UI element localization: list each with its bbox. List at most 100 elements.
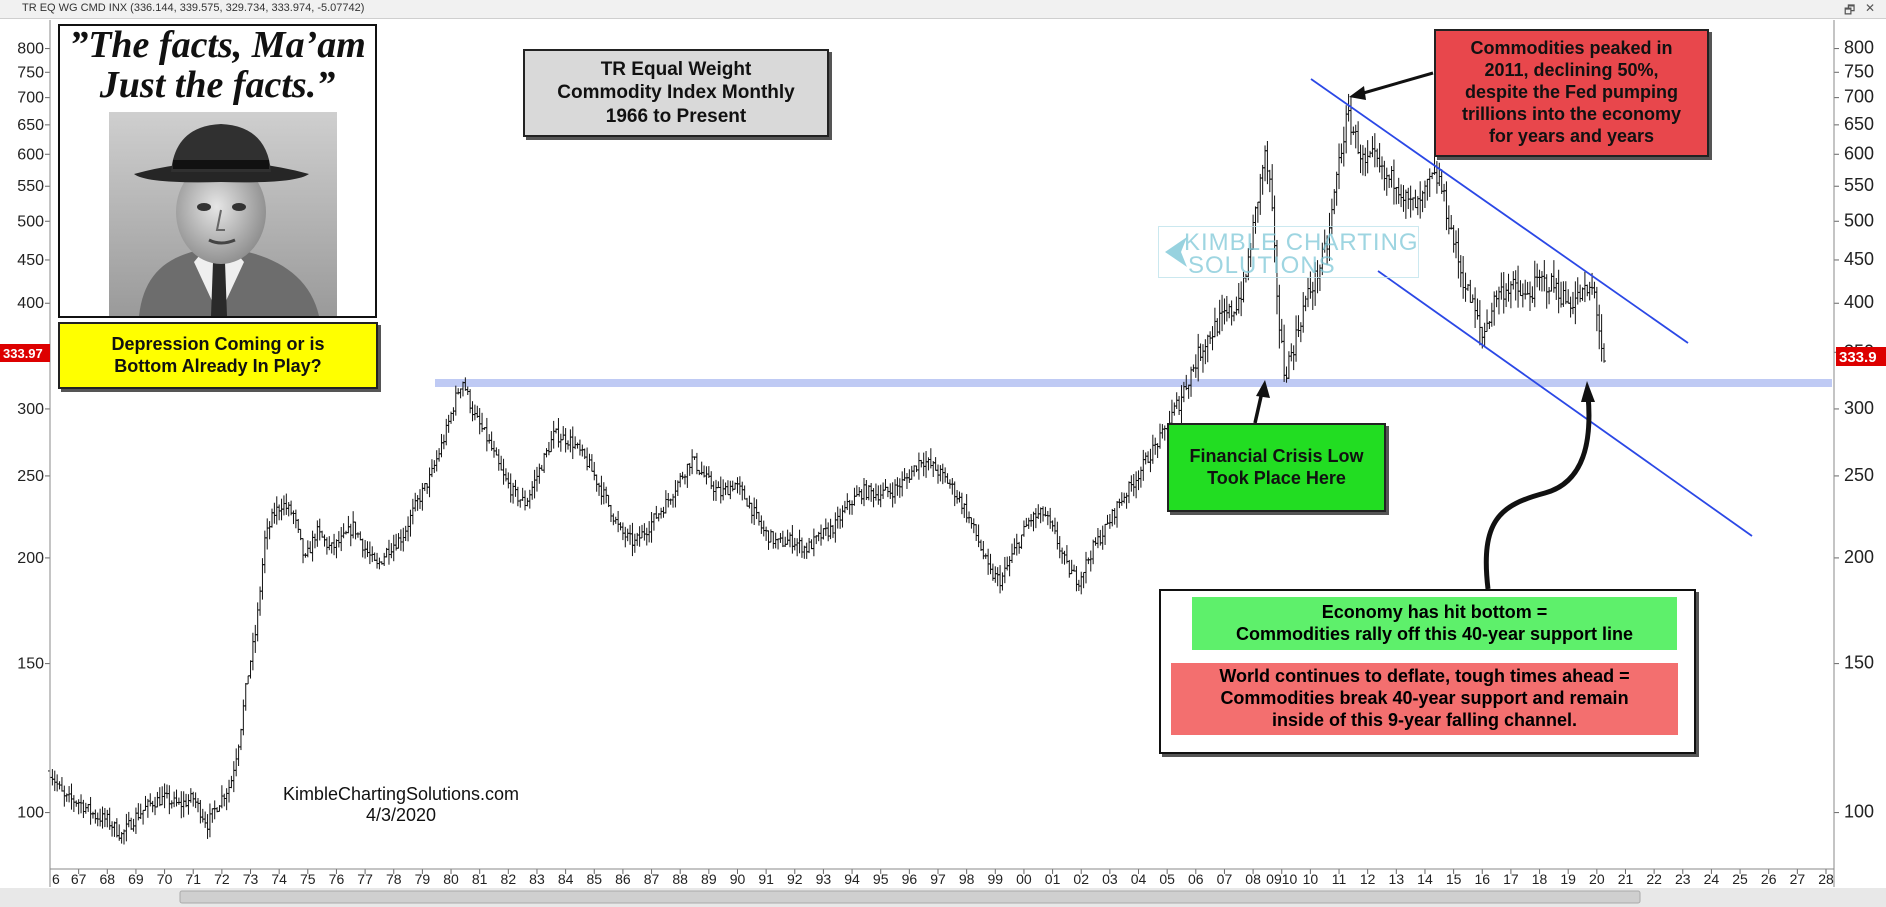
x-tick-label: 81	[472, 871, 488, 887]
x-tick-label: 23	[1675, 871, 1691, 887]
x-tick-label: 96	[902, 871, 918, 887]
y-tick-label-left: 450	[17, 252, 44, 269]
x-tick-label: 68	[100, 871, 116, 887]
close-icon[interactable]: ✕	[1865, 1, 1876, 15]
channel-upper-line	[1310, 78, 1689, 344]
x-tick-label: 67	[71, 871, 87, 887]
window-title: TR EQ WG CMD INX (336.144, 339.575, 329.…	[22, 2, 365, 14]
x-tick-label: 74	[271, 871, 287, 887]
x-tick-label: 82	[501, 871, 517, 887]
x-tick-label: 87	[644, 871, 660, 887]
question-line-2: Bottom Already In Play?	[114, 355, 322, 376]
y-tick-label-left: 800	[17, 41, 44, 58]
x-tick-label: 13	[1389, 871, 1405, 887]
y-tick-label-right: 750	[1844, 61, 1874, 81]
x-tick-label: 80	[443, 871, 459, 887]
y-tick-label-right: 700	[1844, 87, 1874, 107]
credit-site: KimbleChartingSolutions.com	[282, 784, 520, 804]
bear-case-box: World continues to deflate, tough times …	[1171, 663, 1678, 735]
x-tick-label: 78	[386, 871, 402, 887]
x-tick-label: 28	[1818, 871, 1834, 887]
x-tick-label: 02	[1073, 871, 1089, 887]
x-tick-label: 85	[586, 871, 602, 887]
y-tick-label-right: 600	[1844, 143, 1874, 163]
x-tick-label: 10	[1303, 871, 1319, 887]
x-tick-label: 25	[1732, 871, 1748, 887]
bull-line-2: Commodities rally off this 40-year suppo…	[1235, 623, 1634, 644]
channel-lower-line	[1377, 270, 1753, 537]
x-tick-label: 16	[1474, 871, 1490, 887]
x-tick-label: 97	[930, 871, 946, 887]
crisis-arrow	[1253, 380, 1270, 424]
ohlc-bar	[1602, 343, 1606, 363]
peak-line-4: trillions into the economy	[1461, 103, 1681, 124]
x-tick-label: 24	[1704, 871, 1720, 887]
peak-arrow	[1349, 71, 1434, 100]
x-tick-label: 77	[357, 871, 373, 887]
x-tick-label: 99	[988, 871, 1004, 887]
peak-line-2: 2011, declining 50%,	[1484, 60, 1659, 81]
watermark-logo	[1158, 226, 1419, 278]
x-tick-label: 12	[1360, 871, 1376, 887]
bull-line-1: Economy has hit bottom =	[1321, 601, 1548, 622]
svg-text:333.9: 333.9	[1839, 349, 1877, 366]
quote-line-1: ”The facts, Ma’am	[69, 24, 366, 66]
x-tick-label: 15	[1446, 871, 1462, 887]
credit-date: 4/3/2020	[365, 804, 437, 825]
bear-line-3: inside of this 9-year falling channel.	[1271, 709, 1578, 730]
x-tick-label: 70	[157, 871, 173, 887]
title-line-2: Commodity Index Monthly	[557, 82, 795, 104]
y-tick-label-left: 100	[17, 805, 44, 822]
y-tick-label-left: 250	[17, 468, 44, 485]
x-tick-label: 11	[1332, 871, 1347, 887]
quote-text: ”The facts, Ma’am Just the facts.”	[60, 24, 375, 106]
y-tick-label-left: 600	[17, 146, 44, 163]
x-tick-label: 14	[1417, 871, 1433, 887]
chart-title-box: TR Equal Weight Commodity Index Monthly …	[523, 49, 829, 137]
title-line-3: 1966 to Present	[605, 105, 747, 127]
x-tick-label: 00	[1016, 871, 1032, 887]
y-tick-label-right: 200	[1844, 547, 1874, 567]
x-tick-label: 0910	[1266, 871, 1297, 887]
x-tick-label: 93	[816, 871, 832, 887]
y-tick-label-right: 150	[1844, 653, 1874, 673]
crisis-annotation-box: Financial Crisis Low Took Place Here	[1167, 423, 1386, 512]
restore-icon[interactable]: 🗗	[1844, 3, 1856, 17]
x-tick-label: 06	[1188, 871, 1204, 887]
peak-line-1: Commodities peaked in	[1470, 38, 1673, 59]
x-tick-label: 6	[52, 871, 60, 887]
watermark-line-1: KIMBLE CHARTING	[1184, 229, 1419, 256]
y-tick-label-left: 200	[17, 550, 44, 567]
x-tick-label: 05	[1159, 871, 1175, 887]
last-price-tag-left: 333.97	[0, 344, 50, 362]
y-tick-label-right: 300	[1844, 398, 1874, 418]
x-tick-label: 91	[758, 871, 774, 887]
x-tick-label: 07	[1217, 871, 1233, 887]
x-tick-label: 79	[415, 871, 431, 887]
x-tick-label: 83	[529, 871, 545, 887]
scrollbar-thumb[interactable]	[179, 890, 1641, 904]
svg-text:333.97: 333.97	[3, 346, 43, 361]
x-tick-label: 95	[873, 871, 889, 887]
x-tick-label: 69	[128, 871, 144, 887]
credit: KimbleChartingSolutions.com 4/3/2020	[276, 784, 526, 825]
watermark-line-2: SOLUTIONS	[1188, 251, 1336, 279]
watermark-icon	[1165, 237, 1187, 267]
y-tick-label-left: 500	[17, 213, 44, 230]
x-tick-label: 22	[1646, 871, 1662, 887]
y-tick-label-right: 100	[1844, 802, 1874, 822]
x-tick-label: 01	[1045, 871, 1061, 887]
x-tick-label: 18	[1532, 871, 1548, 887]
y-tick-label-left: 700	[17, 90, 44, 107]
x-tick-label: 88	[672, 871, 688, 887]
x-tick-label: 20	[1589, 871, 1605, 887]
x-tick-label: 72	[214, 871, 230, 887]
x-tick-label: 73	[243, 871, 259, 887]
bear-line-1: World continues to deflate, tough times …	[1219, 666, 1630, 687]
peak-annotation-box: Commodities peaked in 2011, declining 50…	[1434, 29, 1709, 157]
title-line-1: TR Equal Weight	[600, 59, 752, 81]
support-test-arrow	[1483, 381, 1595, 590]
x-tick-label: 76	[329, 871, 345, 887]
y-tick-label-right: 500	[1844, 210, 1874, 230]
x-tick-label: 04	[1131, 871, 1147, 887]
